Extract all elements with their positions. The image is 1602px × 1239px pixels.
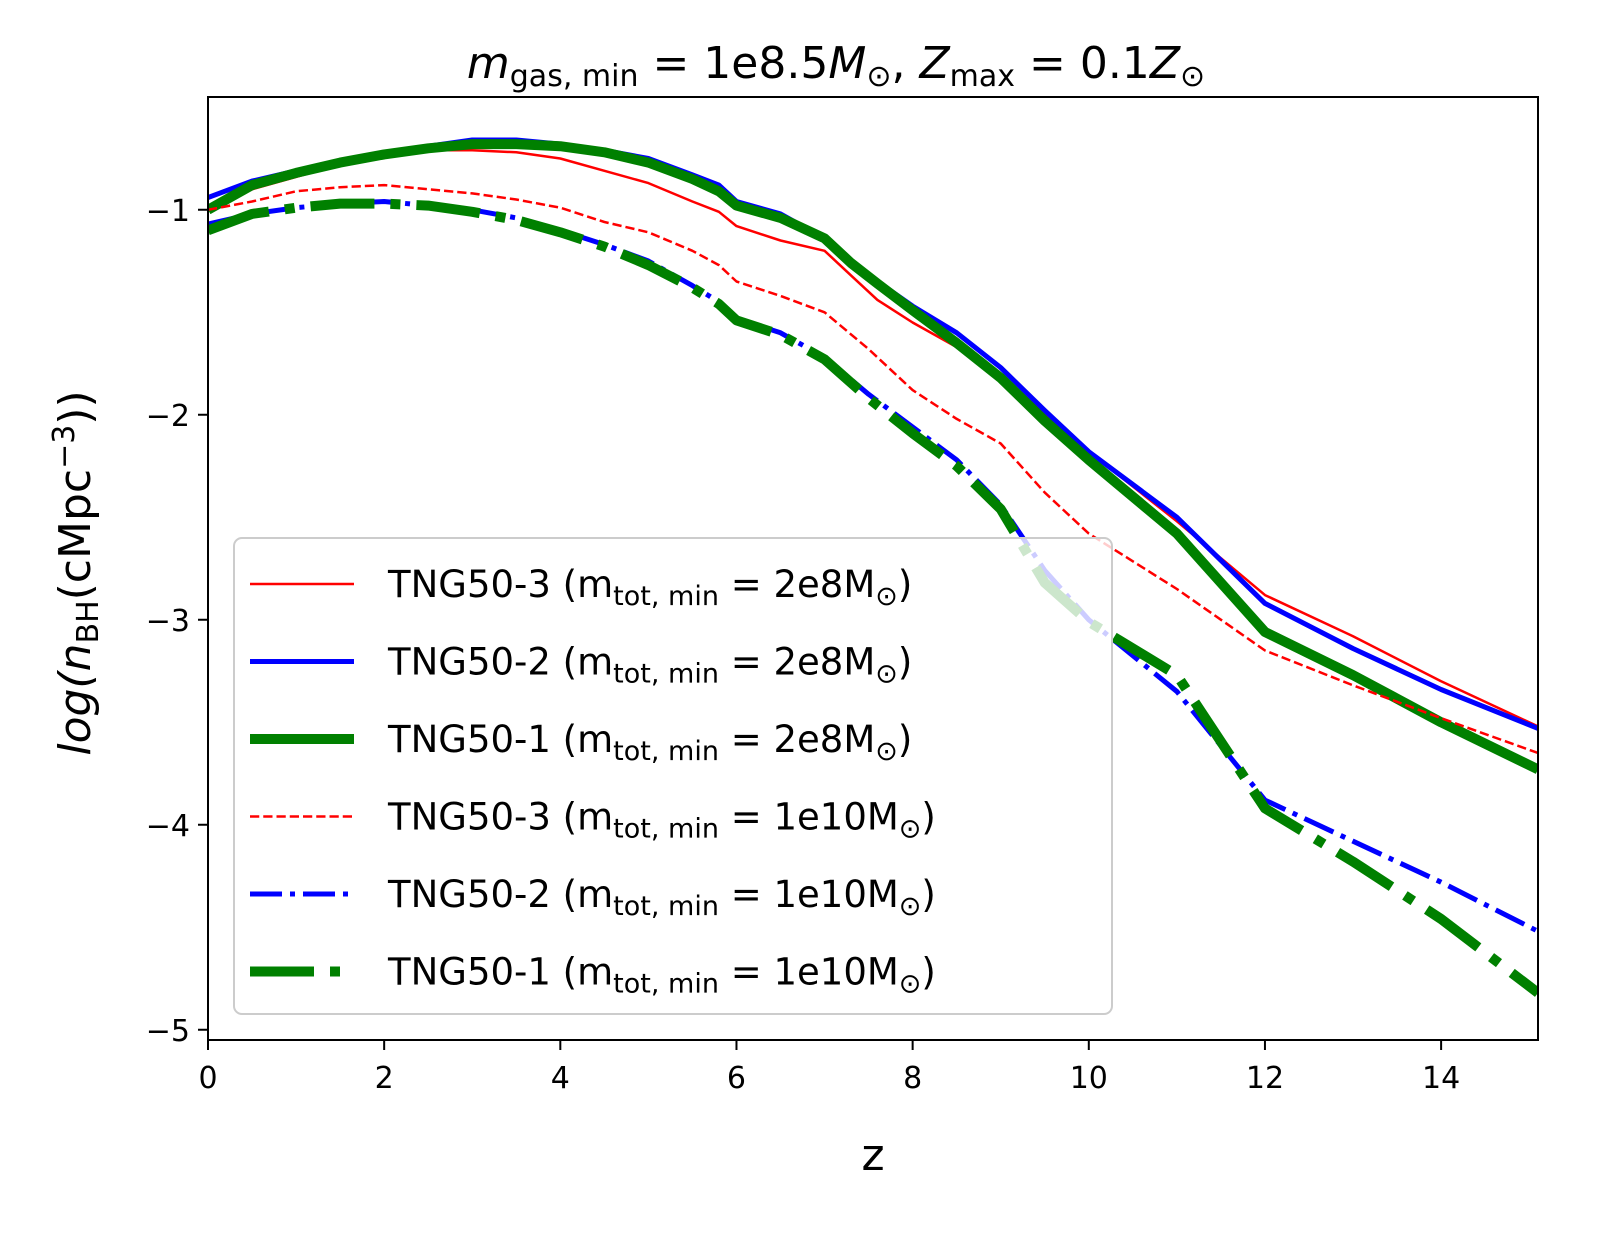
- title-Z-sub: max: [950, 59, 1015, 94]
- title-sun2: ⊙: [1180, 59, 1205, 94]
- legend-items: TNG50-3 (mtot, min = 2e8M⊙) TNG50-2 (mtot…: [250, 563, 936, 1000]
- x-tick-label: 4: [551, 1061, 570, 1096]
- legend-label: TNG50-3 (mtot, min = 1e10M⊙): [387, 796, 936, 845]
- title-Z: Z: [918, 38, 950, 89]
- series-line-3: [208, 139, 1538, 774]
- legend-item: TNG50-2 (mtot, min = 1e10M⊙): [250, 873, 936, 922]
- legend-label: TNG50-2 (mtot, min = 2e8M⊙): [387, 641, 912, 690]
- ylabel-sub: BH: [71, 600, 106, 643]
- legend-label: TNG50-1 (mtot, min = 1e10M⊙): [387, 951, 936, 1000]
- legend-item: TNG50-2 (mtot, min = 2e8M⊙): [250, 641, 912, 690]
- series-line-6: [208, 198, 1538, 997]
- legend-item: TNG50-1 (mtot, min = 2e8M⊙): [250, 718, 912, 767]
- legend-box: [233, 537, 1113, 1015]
- legend-item: TNG50-1 (mtot, min = 1e10M⊙): [250, 951, 936, 1000]
- title-M: M: [828, 38, 866, 89]
- x-tick-label: 10: [1070, 1061, 1108, 1096]
- ylabel-mid: (cMpc: [50, 469, 101, 600]
- x-tick-label: 2: [375, 1061, 394, 1096]
- y-tick-label: −2: [146, 399, 190, 434]
- title-eq2: = 0.1: [1015, 38, 1150, 89]
- x-tick-label: 8: [903, 1061, 922, 1096]
- title-Z2: Z: [1149, 38, 1181, 89]
- ylabel-n: n: [50, 644, 101, 672]
- tick-layer: 0 2 4 6 8 10 12 14 −1 −2 −3 −4 −5: [146, 194, 1460, 1096]
- legend-item: TNG50-3 (mtot, min = 2e8M⊙): [250, 563, 912, 612]
- series-line-4: [208, 183, 1538, 755]
- chart-title: mgas, min = 1e8.5M⊙, Zmax = 0.1Z⊙: [467, 38, 1205, 94]
- y-tick-label: −5: [146, 1014, 190, 1049]
- legend: TNG50-3 (mtot, min = 2e8M⊙) TNG50-2 (mtot…: [233, 537, 1113, 1015]
- y-tick-label: −3: [146, 604, 190, 639]
- x-tick-label: 6: [727, 1061, 746, 1096]
- ylabel-sup: −3: [47, 425, 82, 469]
- x-axis-label: z: [861, 1130, 884, 1181]
- x-tick-label: 14: [1422, 1061, 1460, 1096]
- plot-frame: [207, 96, 1539, 1041]
- ylabel-post: )): [50, 390, 101, 424]
- legend-label: TNG50-3 (mtot, min = 2e8M⊙): [387, 563, 912, 612]
- x-tick-label: 12: [1246, 1061, 1284, 1096]
- legend-item: TNG50-3 (mtot, min = 1e10M⊙): [250, 796, 936, 845]
- y-tick-label: −4: [146, 809, 190, 844]
- title-sun: ⊙: [866, 59, 891, 94]
- series-layer: [208, 137, 1538, 997]
- x-tick-label: 0: [198, 1061, 217, 1096]
- title-eq1: = 1e8.5: [638, 38, 828, 89]
- y-axis-label: log(nBH(cMpc−3)): [47, 390, 106, 755]
- legend-label: TNG50-2 (mtot, min = 1e10M⊙): [387, 873, 936, 922]
- legend-label: TNG50-1 (mtot, min = 2e8M⊙): [387, 718, 912, 767]
- y-tick-label: −1: [146, 194, 190, 229]
- ylabel-pre: log(: [50, 670, 101, 756]
- title-m-sub: gas, min: [510, 59, 639, 94]
- title-m: m: [467, 38, 510, 89]
- title-sep: ,: [891, 38, 919, 89]
